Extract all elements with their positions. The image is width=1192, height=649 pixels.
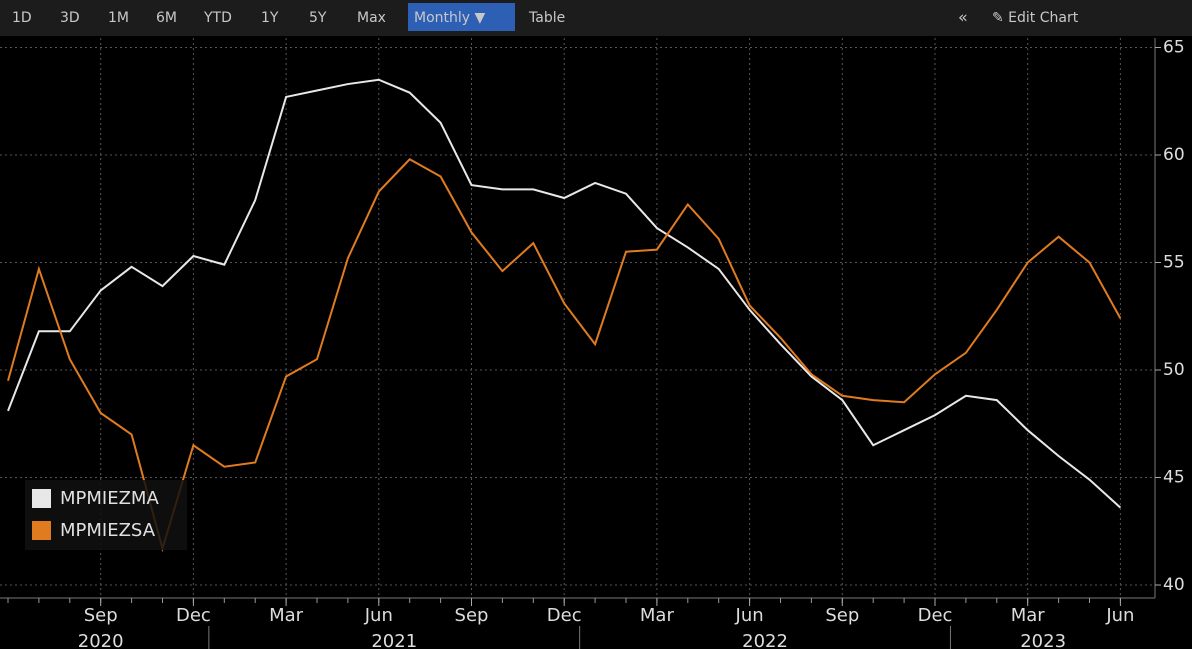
x-tick-label: Mar [1011, 605, 1046, 626]
toolbar-button[interactable]: Table [528, 10, 565, 26]
x-tick-label: Sep [84, 605, 118, 626]
x-tick-label: Jun [1105, 605, 1134, 626]
toolbar [0, 0, 1192, 36]
year-label: 2022 [742, 631, 788, 649]
x-tick-label: Jun [364, 605, 393, 626]
x-tick-label: Jun [735, 605, 764, 626]
y-tick-label: 40 [1163, 575, 1185, 595]
toolbar-button[interactable]: 1Y [261, 10, 279, 26]
toolbar-button[interactable]: YTD [203, 10, 232, 26]
toolbar-button[interactable]: Monthly ▼ [414, 10, 486, 26]
legend-box [25, 480, 187, 550]
toolbar-button[interactable]: ✎ Edit Chart [992, 10, 1079, 26]
toolbar-button[interactable]: Max [357, 10, 386, 26]
x-tick-label: Mar [640, 605, 675, 626]
toolbar-button[interactable]: « [958, 8, 968, 27]
toolbar-button[interactable]: 1D [12, 10, 32, 26]
toolbar-button[interactable]: 5Y [309, 10, 327, 26]
x-tick-label: Dec [547, 605, 582, 626]
legend-swatch [32, 489, 51, 508]
x-tick-label: Dec [176, 605, 211, 626]
legend-label: MPMIEZMA [60, 488, 159, 509]
toolbar-button-active[interactable] [408, 3, 515, 31]
x-tick-label: Sep [825, 605, 859, 626]
year-label: 2021 [371, 631, 417, 649]
x-tick-label: Mar [269, 605, 304, 626]
series-line [7, 158, 1122, 553]
x-axis-band [0, 598, 1192, 649]
y-tick-label: 45 [1163, 468, 1185, 488]
toolbar-button[interactable]: 3D [60, 10, 80, 26]
x-tick-label: Sep [455, 605, 489, 626]
toolbar-button[interactable]: 6M [156, 10, 177, 26]
year-label: 2023 [1020, 631, 1066, 649]
y-tick-label: 60 [1163, 145, 1185, 165]
y-tick-label: 55 [1163, 253, 1185, 273]
legend-label: MPMIEZSA [60, 520, 156, 541]
y-tick-label: 50 [1163, 360, 1185, 380]
series-line [7, 78, 1122, 509]
year-label: 2020 [78, 631, 124, 649]
y-tick-label: 65 [1163, 38, 1185, 58]
legend-swatch [32, 521, 51, 540]
toolbar-button[interactable]: 1M [108, 10, 129, 26]
x-tick-label: Dec [918, 605, 953, 626]
